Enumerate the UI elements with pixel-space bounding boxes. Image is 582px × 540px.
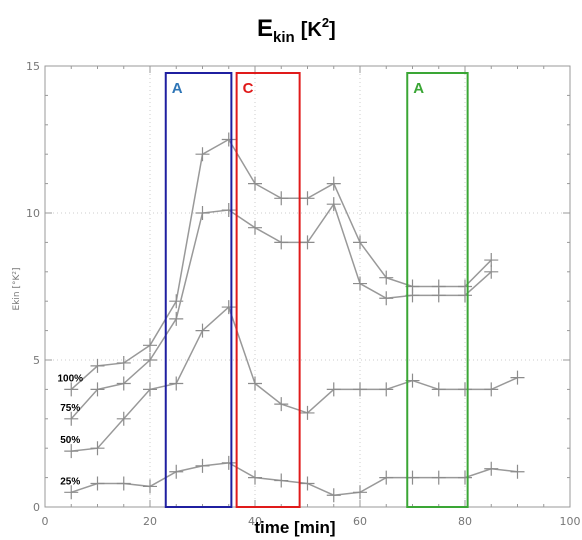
y-tick-label: 5 xyxy=(33,354,40,367)
data-point xyxy=(248,220,262,235)
series-label: 100% xyxy=(57,373,83,384)
data-point xyxy=(379,470,394,485)
data-point xyxy=(300,476,315,491)
region-label: C xyxy=(243,80,254,97)
data-point xyxy=(221,455,236,470)
data-point xyxy=(326,488,341,503)
data-point xyxy=(195,147,210,162)
data-point xyxy=(169,464,184,479)
data-point xyxy=(64,382,79,397)
data-point xyxy=(458,382,472,397)
y-tick-label: 0 xyxy=(33,501,40,514)
data-point xyxy=(300,405,315,420)
plot-frame xyxy=(44,65,571,508)
data-point xyxy=(300,191,315,206)
x-tick-label: 0 xyxy=(42,515,49,528)
data-point xyxy=(353,276,367,291)
data-point xyxy=(379,270,394,285)
data-point xyxy=(458,288,472,303)
region-label: A xyxy=(413,80,424,97)
x-tick-label: 80 xyxy=(458,515,472,528)
data-point xyxy=(221,203,236,218)
chart-title-superscript: 2 xyxy=(322,15,329,30)
data-point xyxy=(195,323,210,338)
series-label: 25% xyxy=(60,476,80,487)
data-point xyxy=(116,376,131,391)
data-point xyxy=(143,382,157,397)
data-point xyxy=(353,235,367,250)
data-point xyxy=(431,382,446,397)
data-point xyxy=(116,411,131,426)
data-point xyxy=(484,461,499,476)
x-tick-label: 20 xyxy=(143,515,157,528)
plot-area: 0 20 40 60 80 100 0 5 10 15 100% 75% 50% 25% A C A xyxy=(26,60,581,528)
series-line xyxy=(71,305,518,452)
data-point xyxy=(274,397,289,412)
data-point xyxy=(274,235,289,250)
chart-title: Ekin [K2] xyxy=(257,15,336,46)
region-box xyxy=(406,72,469,508)
data-point xyxy=(326,197,341,212)
x-axis-label: time [min] xyxy=(254,518,335,537)
data-point xyxy=(64,411,79,426)
data-point xyxy=(90,476,105,491)
data-point xyxy=(326,382,341,397)
data-point xyxy=(248,176,262,191)
chart-title-subscript: kin xyxy=(273,29,295,46)
region-box xyxy=(164,72,233,508)
data-point xyxy=(90,382,105,397)
data-point xyxy=(90,358,105,373)
y-tick-label: 15 xyxy=(26,60,40,73)
series-line xyxy=(70,138,492,390)
data-point xyxy=(484,253,499,268)
data-point xyxy=(274,473,289,488)
y-tick-label: 10 xyxy=(26,207,40,220)
chart-title-unit-close: ] xyxy=(329,19,336,41)
data-point xyxy=(510,464,525,479)
data-point xyxy=(431,288,446,303)
data-point xyxy=(221,132,236,147)
data-point xyxy=(169,376,184,391)
data-point xyxy=(274,191,289,206)
data-point xyxy=(353,485,367,500)
data-point xyxy=(248,470,262,485)
data-point xyxy=(64,485,79,500)
data-point xyxy=(484,382,499,397)
x-tick-label: 100 xyxy=(560,515,581,528)
data-point xyxy=(195,206,210,220)
data-point xyxy=(90,441,105,456)
data-point xyxy=(195,458,210,473)
data-point xyxy=(169,311,184,326)
data-point xyxy=(64,444,79,459)
series-line xyxy=(71,462,518,497)
series-label: 75% xyxy=(60,403,80,414)
data-point xyxy=(116,476,131,491)
chart-title-unit: [K xyxy=(301,19,323,41)
data-point xyxy=(379,382,394,397)
data-point xyxy=(143,338,157,353)
data-point xyxy=(326,176,341,191)
data-point xyxy=(116,355,131,370)
y-axis-label: Ekin [°K²] xyxy=(12,268,22,311)
data-point xyxy=(353,382,367,397)
data-point xyxy=(484,264,499,279)
x-tick-label: 40 xyxy=(248,515,262,528)
data-point xyxy=(510,370,525,385)
data-point xyxy=(248,376,262,391)
data-point xyxy=(221,300,236,315)
data-point xyxy=(431,470,446,485)
data-point xyxy=(379,291,394,306)
x-tick-label: 60 xyxy=(353,515,367,528)
region-label: A xyxy=(172,80,183,97)
data-point xyxy=(300,235,315,250)
series-label: 50% xyxy=(60,435,80,446)
data-point xyxy=(143,353,157,367)
region-box xyxy=(235,72,301,508)
data-point xyxy=(143,479,157,494)
data-point xyxy=(458,470,472,485)
